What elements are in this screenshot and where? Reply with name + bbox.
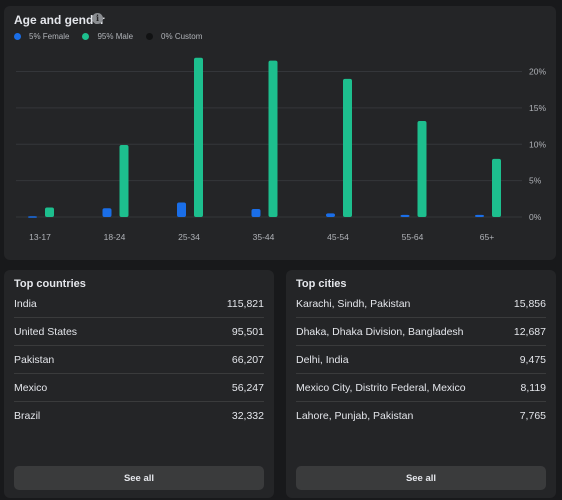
country-value: 66,207 (231, 353, 264, 366)
age-gender-chart: 0% 5% 10% 15% 20% 13-17 18-24 25-34 35-44 45-54 55… (16, 57, 546, 242)
country-row: Pakistan 66,207 (14, 346, 264, 374)
city-value: 12,687 (513, 325, 546, 338)
bar-male (119, 145, 129, 217)
country-name: Mexico (14, 381, 48, 394)
legend-dot-custom (146, 33, 154, 40)
country-name: United States (14, 325, 78, 338)
countries-see-all-button[interactable]: See all (14, 466, 264, 490)
bar-female (102, 208, 112, 217)
country-value: 95,501 (231, 325, 264, 338)
city-row: Karachi, Sindh, Pakistan 15,856 (296, 290, 546, 318)
top-cities-title: Top cities (296, 278, 347, 290)
x-tick-label: 18-24 (104, 232, 126, 242)
bar-male (194, 57, 203, 218)
legend-dot-female (14, 33, 21, 40)
top-countries-card: Top countries India 115,821 United States… (4, 270, 274, 498)
top-cities-list: Karachi, Sindh, Pakistan 15,856 Dhaka, Dh… (296, 290, 546, 430)
city-name: Delhi, India (296, 353, 349, 366)
bar-female (475, 214, 484, 217)
top-countries-list: India 115,821 United States 95,501 Pakista… (14, 290, 264, 430)
age-gender-title: Age and gender (14, 13, 105, 27)
bar-female (177, 202, 186, 217)
country-name: Pakistan (14, 353, 55, 366)
city-row: Mexico City, Distrito Federal, Mexico 8,1… (296, 374, 546, 402)
country-name: India (14, 297, 37, 310)
city-row: Dhaka, Dhaka Division, Bangladesh 12,687 (296, 318, 546, 346)
city-row: Delhi, India 9,475 (296, 346, 546, 374)
x-tick-label: 13-17 (29, 232, 51, 242)
country-row: United States 95,501 (14, 318, 264, 346)
bar-male (492, 158, 501, 217)
city-value: 8,119 (520, 381, 547, 394)
y-tick-label: 0% (529, 212, 542, 222)
bar-female (326, 213, 335, 217)
country-value: 32,332 (231, 410, 264, 422)
x-tick-label: 65+ (480, 232, 494, 242)
bar-male (268, 60, 278, 217)
bar-female (28, 216, 37, 218)
city-name: Lahore, Punjab, Pakistan (296, 410, 414, 422)
chart-legend: 5% Female 95% Male 0% Custom (14, 32, 215, 41)
y-tick-label: 5% (529, 176, 542, 186)
age-gender-card: 0% 5% 10% 15% 20% 13-17 18-24 25-34 35-44 45-54 55… (4, 6, 556, 260)
top-countries-title: Top countries (14, 278, 86, 290)
legend-dot-male (82, 33, 90, 40)
city-name: Karachi, Sindh, Pakistan (296, 297, 411, 310)
city-row: Lahore, Punjab, Pakistan 7,765 (296, 402, 546, 430)
x-tick-label: 55-64 (402, 232, 424, 242)
y-tick-label: 10% (529, 139, 546, 149)
city-value: 9,475 (519, 353, 546, 366)
country-row: India 115,821 (14, 290, 264, 318)
bar-female (400, 214, 410, 217)
top-cities-card: Top cities Karachi, Sindh, Pakistan 15,85… (286, 270, 556, 498)
x-tick-label: 35-44 (253, 232, 275, 242)
info-icon[interactable]: i (92, 13, 103, 24)
legend-item-female: 5% Female (14, 32, 69, 41)
legend-label-female: 5% Female (29, 32, 70, 41)
bar-male (45, 207, 54, 217)
bar-male (343, 78, 352, 218)
bar-male (417, 121, 427, 217)
country-value: 115,821 (226, 297, 264, 310)
country-row: Mexico 56,247 (14, 374, 264, 402)
country-value: 56,247 (231, 381, 264, 394)
cities-see-all-button[interactable]: See all (296, 466, 546, 490)
y-tick-label: 15% (529, 103, 546, 113)
bar-female (251, 209, 261, 217)
legend-item-male: 95% Male (82, 32, 133, 41)
country-name: Brazil (14, 410, 41, 422)
legend-label-male: 95% Male (97, 32, 134, 41)
x-tick-label: 45-54 (327, 232, 349, 242)
city-name: Mexico City, Distrito Federal, Mexico (296, 381, 466, 394)
city-value: 7,765 (519, 410, 546, 422)
y-tick-label: 20% (529, 67, 546, 77)
city-value: 15,856 (513, 297, 546, 310)
city-name: Dhaka, Dhaka Division, Bangladesh (296, 325, 464, 338)
country-row: Brazil 32,332 (14, 402, 264, 430)
x-tick-label: 25-34 (178, 232, 200, 242)
legend-label-custom: 0% Custom (161, 32, 203, 41)
legend-item-custom: 0% Custom (146, 32, 202, 41)
